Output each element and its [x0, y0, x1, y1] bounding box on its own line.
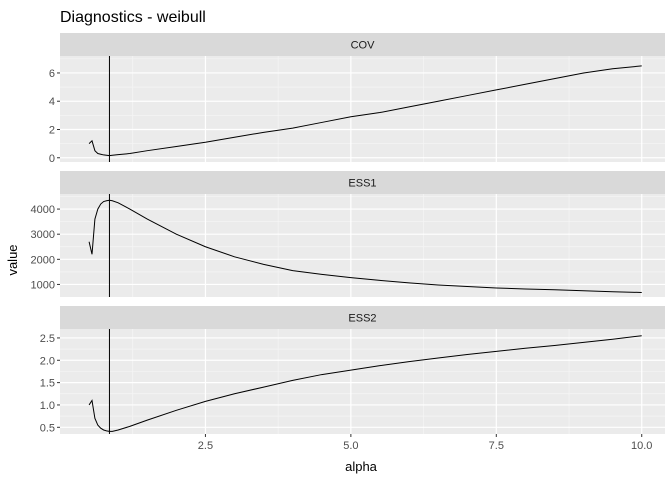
panel-ess2: ESS2 0.5 1.0 1.5 2.0 2.5 [40, 306, 665, 434]
x-tick-label: 7.5 [489, 440, 504, 452]
strip-background [60, 171, 665, 194]
facet-panels: COV 0 2 4 6 ESS1 1000 2000 3000 4000 ESS2 0.5 1.0 1.5… [31, 33, 665, 434]
series-line-ess1 [88, 199, 642, 293]
series-line-cov [88, 65, 642, 157]
y-tick-label: 1.0 [40, 400, 55, 412]
y-tick-label: 0.5 [40, 422, 55, 434]
x-tick-label: 5.0 [343, 440, 358, 452]
y-tick-label: 2.5 [40, 333, 55, 345]
panel-background [60, 329, 665, 434]
y-tick-label: 2000 [31, 254, 55, 266]
y-tick-label: 1.5 [40, 378, 55, 390]
panel-ess1: ESS1 1000 2000 3000 4000 [31, 171, 665, 297]
y-tick-label: 4000 [31, 204, 55, 216]
strip-background [60, 306, 665, 329]
strip-background [60, 33, 665, 56]
chart-title: Diagnostics - weibull [60, 9, 206, 26]
strip-label: ESS1 [348, 178, 376, 190]
panel-background [60, 194, 665, 297]
panel-cov: COV 0 2 4 6 [49, 33, 665, 165]
x-axis-title: alpha [345, 459, 378, 474]
y-tick-label: 2.0 [40, 355, 55, 367]
series-line-ess2 [88, 335, 642, 432]
strip-label: COV [351, 40, 376, 52]
y-tick-label: 0 [49, 153, 55, 165]
y-tick-label: 3000 [31, 229, 55, 241]
panel-background [60, 56, 665, 162]
y-tick-label: 4 [49, 96, 55, 108]
x-tick-label: 10.0 [631, 440, 652, 452]
x-axis-ticks: 2.5 5.0 7.5 10.0 [198, 434, 652, 452]
y-axis-title: value [5, 244, 20, 275]
x-tick-label: 2.5 [198, 440, 213, 452]
y-tick-label: 2 [49, 124, 55, 136]
strip-label: ESS2 [348, 313, 376, 325]
y-tick-label: 1000 [31, 279, 55, 291]
y-tick-label: 6 [49, 68, 55, 80]
